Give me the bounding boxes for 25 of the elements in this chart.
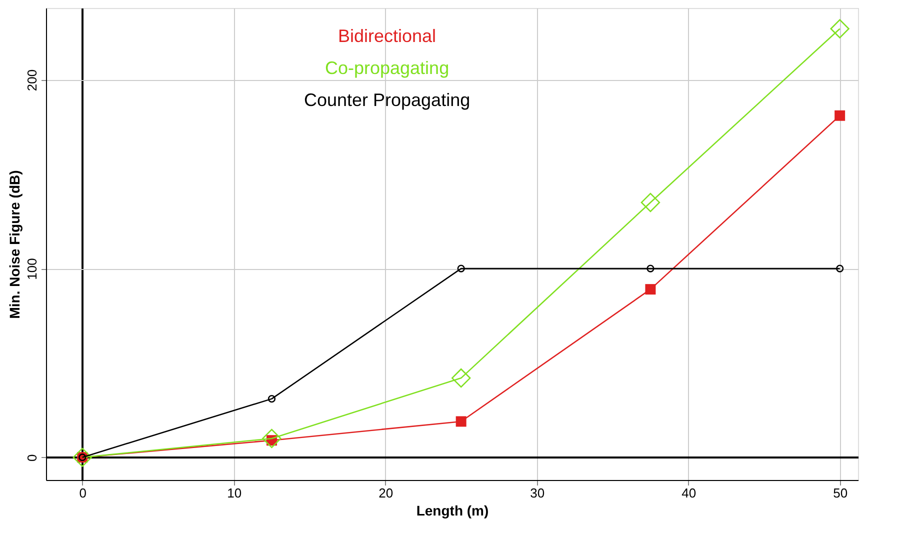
- point: [830, 19, 850, 38]
- x-tick-label: 10: [227, 486, 242, 500]
- point: [456, 416, 466, 427]
- point: [451, 368, 471, 388]
- point: [457, 264, 465, 272]
- y-tick-label: 200: [24, 69, 40, 92]
- x-tick-label: 40: [682, 486, 696, 500]
- text: Bidirectional: [338, 26, 436, 46]
- point: [646, 264, 654, 272]
- y-tick-label: 0: [24, 454, 40, 462]
- text: Co-propagating: [324, 58, 450, 78]
- x-tick-label: 30: [530, 486, 545, 500]
- point: [262, 428, 282, 448]
- y-axis-title: Min. Noise Figure (dB): [6, 170, 22, 319]
- point: [645, 284, 656, 295]
- x-tick-label: 0: [79, 486, 86, 500]
- point: [834, 110, 846, 121]
- text: Counter Propagating: [304, 90, 470, 110]
- point: [72, 448, 92, 467]
- x-axis-title: Length (m): [416, 502, 489, 518]
- y-tick-label: 100: [24, 258, 40, 280]
- point: [640, 192, 660, 212]
- x-tick-label: 50: [833, 486, 848, 500]
- x-tick-label: 20: [378, 486, 394, 500]
- point: [268, 395, 276, 403]
